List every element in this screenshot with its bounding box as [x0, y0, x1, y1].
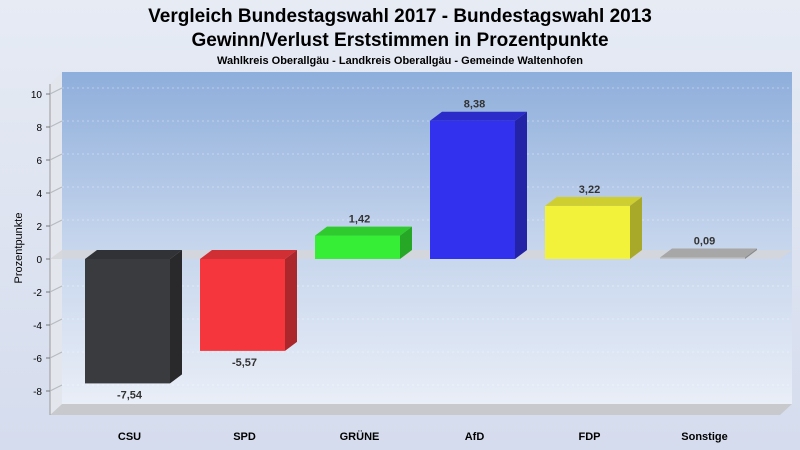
bar-grüne: [315, 226, 412, 259]
bar-value-label: 1,42: [349, 214, 370, 226]
bar-value-label: 8,38: [464, 99, 485, 111]
bar-value-label: 0,09: [694, 236, 715, 248]
y-tick-label: -2: [33, 288, 42, 299]
grid-line-side: [49, 219, 63, 227]
bar-csu: [85, 250, 182, 384]
grid-line-side: [49, 384, 63, 392]
bar-value-label: -7,54: [117, 389, 143, 401]
y-tick-label: 10: [31, 90, 43, 101]
y-tick-label: 0: [36, 255, 42, 266]
bar-value-label: -5,57: [232, 357, 257, 369]
grid-line-side: [49, 351, 63, 359]
plot-floor: [50, 404, 792, 415]
bar-side: [515, 111, 527, 259]
bar-front: [85, 259, 170, 384]
bar-spd: [200, 250, 297, 351]
grid-line-side: [49, 87, 63, 95]
bar-top: [315, 226, 412, 236]
bar-side: [745, 248, 757, 259]
y-tick-label: 4: [36, 189, 42, 200]
bar-fdp: [545, 196, 642, 259]
chart-title-line2: Gewinn/Verlust Erststimmen in Prozentpun…: [191, 30, 608, 51]
bar-sonstige: [660, 248, 757, 259]
chart-subtitle: Wahlkreis Oberallgäu - Landkreis Oberall…: [217, 55, 583, 67]
bar-top: [85, 250, 182, 259]
x-tick-label: CSU: [118, 431, 141, 443]
plot-left-wall: [50, 72, 62, 415]
bar-front: [430, 120, 515, 259]
bar-front: [545, 205, 630, 259]
x-tick-label: SPD: [233, 431, 256, 443]
grid-line-side: [49, 285, 63, 293]
bar-front: [660, 257, 745, 259]
bar-value-label: 3,22: [579, 184, 600, 196]
grid-line-side: [49, 186, 63, 194]
grid-line-side: [49, 153, 63, 161]
y-axis-label: Prozentpunkte: [13, 213, 25, 284]
x-tick-label: GRÜNE: [340, 430, 380, 443]
y-tick-label: 2: [36, 222, 42, 233]
bar-front: [315, 235, 400, 259]
bar-top: [660, 248, 757, 258]
bar-front: [200, 259, 285, 351]
bar-side: [400, 226, 412, 259]
plot-back-wall: [62, 72, 792, 404]
y-tick-label: -4: [33, 321, 42, 332]
y-tick-label: -6: [33, 354, 42, 365]
x-tick-label: Sonstige: [681, 431, 727, 443]
bar-side: [630, 196, 642, 259]
bar-top: [200, 250, 297, 259]
bar-afd: [430, 111, 527, 259]
y-tick-label: 8: [36, 123, 42, 134]
bar-side: [170, 250, 182, 384]
grid-line-side: [49, 318, 63, 326]
grid-line-side: [49, 120, 63, 128]
y-tick-label: -8: [33, 387, 42, 398]
x-tick-label: AfD: [465, 431, 485, 443]
bar-top: [430, 111, 527, 121]
y-tick-label: 6: [36, 156, 42, 167]
chart-title: Vergleich Bundestagswahl 2017 - Bundesta…: [148, 6, 652, 27]
bar-top: [545, 196, 642, 206]
x-tick-label: FDP: [579, 431, 601, 443]
bar-side: [285, 250, 297, 351]
